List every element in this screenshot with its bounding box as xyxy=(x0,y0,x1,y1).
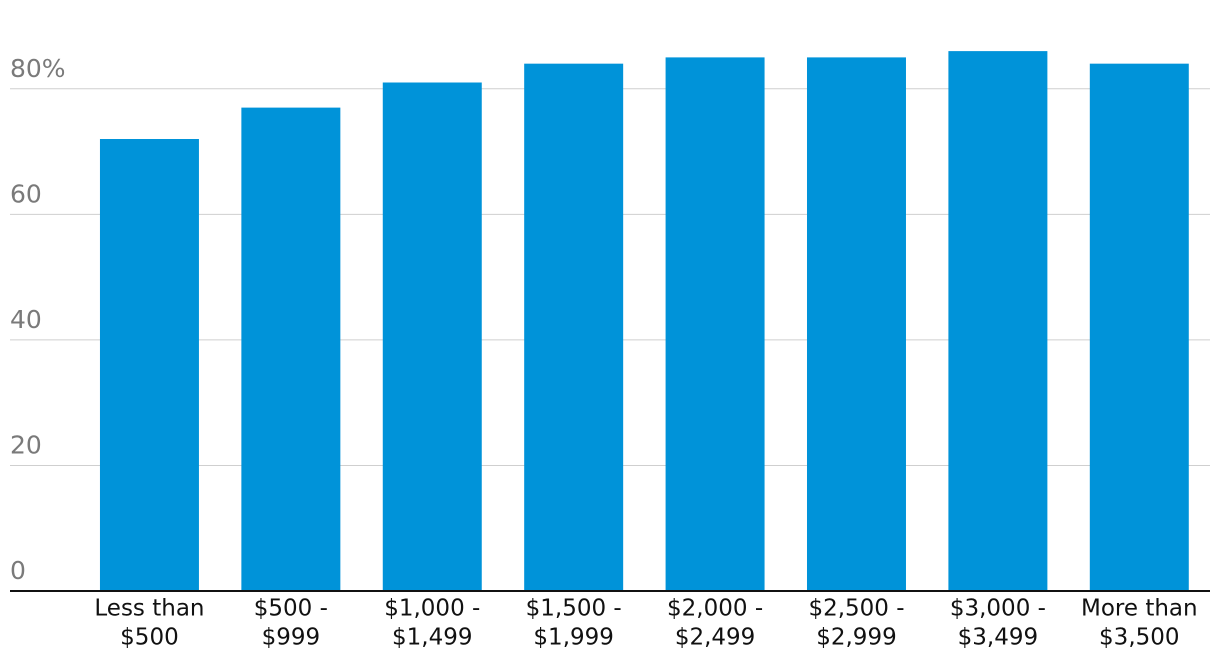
y-tick-label: 60 xyxy=(10,179,42,208)
x-tick-label: $1,000 - xyxy=(384,596,480,622)
bar xyxy=(1089,63,1189,591)
bar xyxy=(665,57,765,591)
bar xyxy=(241,107,341,591)
y-tick-label: 20 xyxy=(10,430,42,459)
x-tick-label: $500 xyxy=(120,625,179,651)
x-tick-label: More than xyxy=(1081,596,1198,622)
x-tick-label: $2,000 - xyxy=(667,596,763,622)
x-tick-label: $3,000 - xyxy=(950,596,1046,622)
x-tick-label: $1,999 xyxy=(533,625,613,651)
x-tick-label: $500 - xyxy=(254,596,328,622)
x-tick-label: $2,499 xyxy=(675,625,755,651)
y-tick-label: 0 xyxy=(10,556,26,585)
x-tick-label: $999 xyxy=(262,625,321,651)
bar xyxy=(382,82,482,591)
x-tick-label: $3,499 xyxy=(958,625,1038,651)
x-tick-label: $1,500 - xyxy=(526,596,622,622)
bar xyxy=(948,51,1048,592)
x-tick-label: $2,999 xyxy=(816,625,896,651)
y-tick-label: 40 xyxy=(10,305,42,334)
x-tick-label: Less than xyxy=(94,596,204,622)
y-tick-label: 80% xyxy=(10,54,66,83)
bar xyxy=(524,63,624,591)
x-tick-label: $1,499 xyxy=(392,625,472,651)
bar xyxy=(99,139,199,591)
bar xyxy=(806,57,906,591)
x-tick-label: $2,500 - xyxy=(808,596,904,622)
x-tick-label: $3,500 xyxy=(1099,625,1179,651)
